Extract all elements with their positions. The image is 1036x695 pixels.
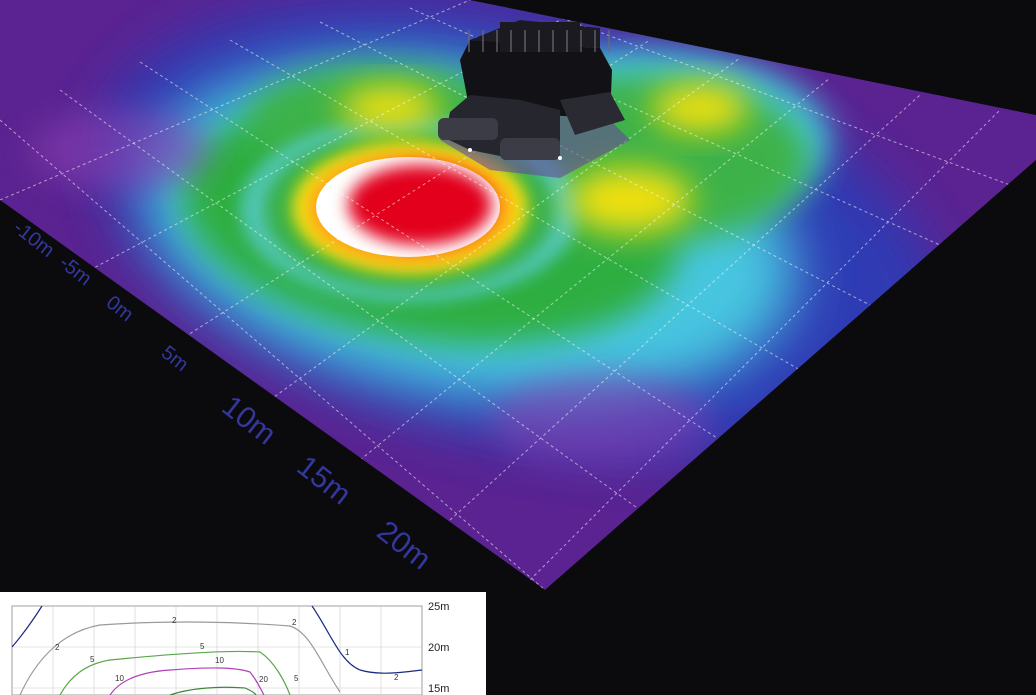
contour-label: 2 xyxy=(172,616,177,625)
contour-label: 5 xyxy=(90,655,95,664)
axis-tick-label: 15m xyxy=(291,450,357,512)
machine-model xyxy=(438,20,630,178)
contour-label: 20 xyxy=(259,675,268,684)
y-tick-label: 25m xyxy=(428,601,449,613)
axis-tick-label: 0m xyxy=(102,292,137,326)
contour-line xyxy=(11,605,43,648)
contour-line xyxy=(109,667,265,695)
contour-label: 2 xyxy=(55,643,60,652)
axis-tick-label: 20m xyxy=(371,515,437,577)
contour-line xyxy=(311,605,423,674)
contour-plot-inset: 2 2 2 1 5 5 10 10 20 5 2 25m 20m 15m xyxy=(0,592,486,695)
contour-y-ticks: 25m 20m 15m xyxy=(428,601,449,695)
contour-label: 10 xyxy=(115,674,124,683)
contour-label: 5 xyxy=(294,674,299,683)
y-tick-label: 20m xyxy=(428,642,449,654)
contour-label: 1 xyxy=(345,648,350,657)
floor-grid xyxy=(0,0,1011,590)
axis-tick-label: 5m xyxy=(157,342,192,376)
y-tick-label: 15m xyxy=(428,683,449,695)
contour-lines xyxy=(11,605,423,695)
contour-line xyxy=(19,621,341,695)
contour-label: 10 xyxy=(215,656,224,665)
heatmap-floor xyxy=(0,0,1036,590)
contour-line xyxy=(59,650,291,695)
contour-label: 5 xyxy=(200,642,205,651)
contour-labels: 2 2 2 1 5 5 10 10 20 5 2 xyxy=(55,616,399,684)
contour-label: 2 xyxy=(292,618,297,627)
contour-label: 2 xyxy=(394,673,399,682)
contour-line xyxy=(169,686,257,695)
axis-tick-label: 10m xyxy=(216,390,282,452)
